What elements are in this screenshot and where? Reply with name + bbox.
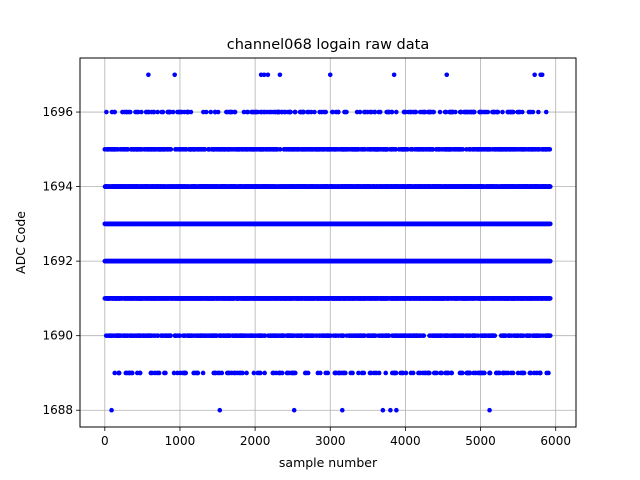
data-point xyxy=(155,109,160,115)
data-point xyxy=(188,109,194,115)
data-point xyxy=(151,109,157,115)
data-point xyxy=(160,109,166,115)
data-point xyxy=(262,370,267,376)
data-point xyxy=(288,109,293,115)
data-point xyxy=(195,370,201,376)
data-point xyxy=(163,370,168,376)
data-point xyxy=(293,109,298,115)
data-point xyxy=(168,147,174,152)
data-point xyxy=(312,109,317,115)
data-point xyxy=(155,333,161,338)
data-point xyxy=(200,370,206,376)
data-point xyxy=(183,370,189,376)
data-point xyxy=(350,370,355,376)
data-point xyxy=(361,370,367,376)
data-point xyxy=(139,109,144,115)
data-point xyxy=(240,370,245,376)
data-point xyxy=(232,109,238,115)
data-point xyxy=(125,147,131,152)
data-point xyxy=(208,109,214,115)
data-point xyxy=(244,370,249,376)
chart-title: channel068 logain raw data xyxy=(227,37,429,53)
data-point xyxy=(336,109,341,115)
data-point xyxy=(343,370,348,376)
data-point xyxy=(357,109,363,115)
data-point xyxy=(112,370,118,376)
data-point xyxy=(376,370,382,376)
data-point xyxy=(344,109,349,115)
data-point xyxy=(112,109,118,115)
data-point xyxy=(156,370,162,376)
data-point xyxy=(170,109,176,115)
data-point xyxy=(325,370,331,376)
data-point xyxy=(203,109,209,115)
data-points xyxy=(102,72,553,413)
data-point xyxy=(168,333,173,338)
data-point xyxy=(219,370,225,376)
data-point xyxy=(171,370,177,376)
data-point xyxy=(215,109,221,115)
data-point xyxy=(323,109,329,115)
data-point xyxy=(305,370,311,376)
data-point xyxy=(127,109,133,115)
data-point xyxy=(318,370,323,376)
data-point xyxy=(258,370,263,376)
data-point xyxy=(116,370,122,376)
data-point xyxy=(378,109,383,115)
data-point xyxy=(279,370,285,376)
data-point xyxy=(130,370,135,376)
data-point xyxy=(137,370,143,376)
data-point xyxy=(104,109,109,115)
data-point xyxy=(135,109,141,115)
data-point xyxy=(293,370,298,376)
